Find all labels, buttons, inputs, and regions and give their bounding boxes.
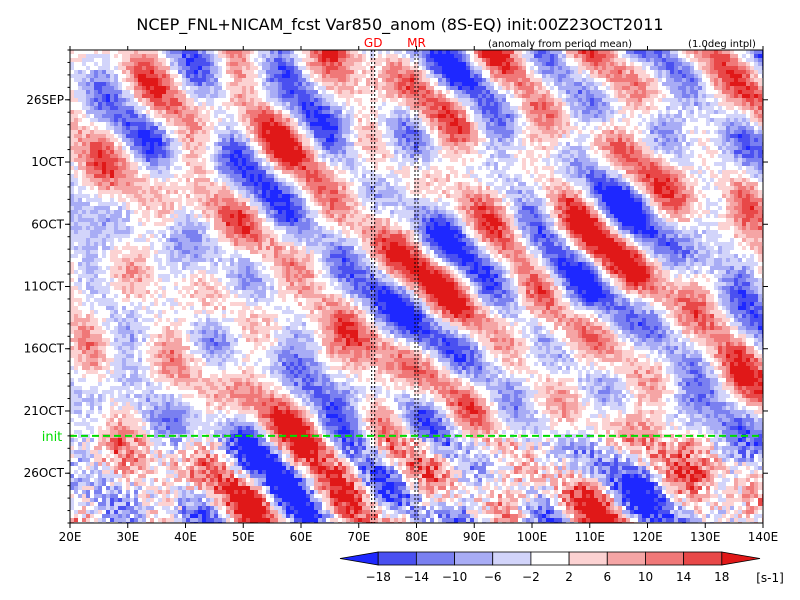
init-label: init [42, 430, 63, 445]
colorbar-swatch [683, 551, 723, 566]
y-tick-label: 26OCT [24, 466, 65, 480]
colorbar-level-label: 10 [638, 570, 653, 584]
y-tick-label: 21OCT [24, 404, 65, 418]
x-tick-label: 30E [116, 530, 139, 544]
x-tick-label: 100E [517, 530, 548, 544]
x-tick-label: 60E [290, 530, 313, 544]
colorbar-swatch [606, 551, 646, 566]
colorbar-level-label: 6 [603, 570, 611, 584]
y-tick-label: 16OCT [24, 342, 65, 356]
x-tick-label: 40E [174, 530, 197, 544]
y-tick-label: 1OCT [31, 155, 64, 169]
colorbar-swatch [645, 551, 685, 566]
x-axis: 20E 30E 40E 50E 60E 70E 80E 90E 100E 110E 120E 130E… [59, 46, 779, 544]
colorbar-level-label: −2 [522, 570, 540, 584]
colorbar-swatch [568, 551, 608, 566]
colorbar-swatch [415, 551, 455, 566]
colorbar-swatch [377, 551, 417, 566]
colorbar-swatch-high [721, 551, 761, 566]
colorbar-swatch [530, 551, 570, 566]
colorbar-level-label: −18 [366, 570, 391, 584]
colorbar-unit: [s-1] [756, 571, 784, 585]
x-tick-label: 130E [690, 530, 721, 544]
note-anomaly: (anomaly from period mean) [488, 39, 632, 50]
y-axis: 26SEP 1OCT 6OCT 11OCT 16OCT 21OCT 26OCT [24, 49, 768, 524]
station-marker-labels: GD MR [364, 36, 426, 50]
y-tick-label: 6OCT [31, 217, 64, 231]
x-tick-label: 120E [632, 530, 663, 544]
colorbar-level-label: −10 [442, 570, 467, 584]
x-tick-label: 110E [575, 530, 606, 544]
colorbar-level-label: −6 [484, 570, 502, 584]
x-tick-label: 80E [405, 530, 428, 544]
station-marker-lines [371, 50, 419, 523]
x-tick-label: 90E [463, 530, 486, 544]
station-label-mr: MR [407, 36, 426, 50]
x-tick-label: 70E [347, 530, 370, 544]
colorbar-level-label: 18 [714, 570, 729, 584]
x-tick-label: 140E [748, 530, 779, 544]
x-tick-label: 50E [232, 530, 255, 544]
colorbar-level-label: 2 [565, 570, 573, 584]
colorbar: −18 −14 −10 −6 −2 2 6 10 14 18 [339, 551, 761, 584]
chart-title: NCEP_FNL+NICAM_fcst Var850_anom (8S-EQ) … [136, 15, 663, 35]
x-tick-label: 20E [59, 530, 82, 544]
y-tick-label: 26SEP [26, 93, 64, 107]
colorbar-swatch-low [339, 551, 379, 566]
colorbar-swatch [454, 551, 494, 566]
colorbar-level-label: −14 [404, 570, 429, 584]
y-tick-label: 11OCT [24, 280, 65, 294]
init-line: init [42, 430, 763, 445]
colorbar-level-label: 14 [676, 570, 691, 584]
note-interpolation: (1.0deg intpl) [688, 39, 756, 50]
colorbar-swatch [492, 551, 532, 566]
station-label-gd: GD [364, 36, 383, 50]
